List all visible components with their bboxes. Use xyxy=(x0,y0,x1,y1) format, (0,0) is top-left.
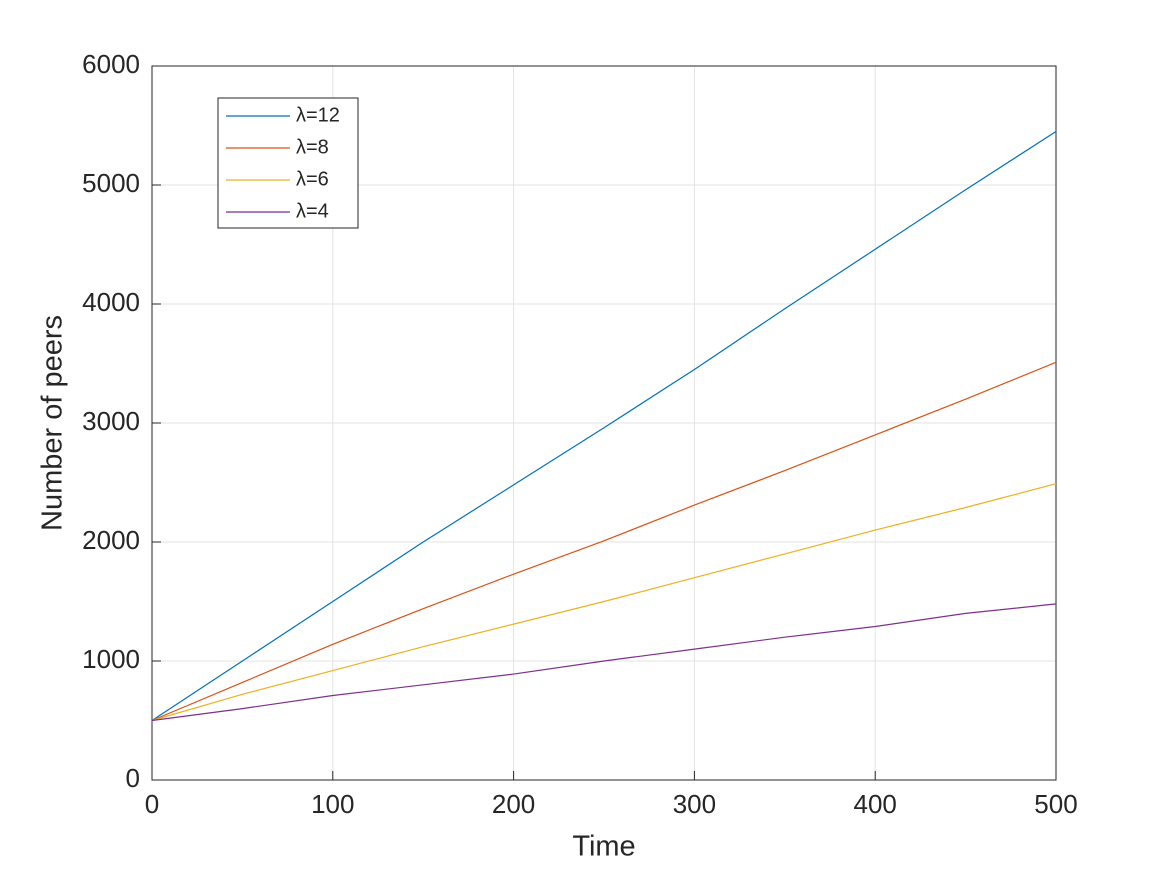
legend-label: λ=6 xyxy=(296,168,329,190)
series-line xyxy=(151,130,1057,722)
axes-box xyxy=(151,65,1057,781)
y-tick-label: 2000 xyxy=(82,525,140,555)
y-tick-label: 6000 xyxy=(82,49,140,79)
y-tick-label: 3000 xyxy=(82,406,140,436)
y-axis-label: Number of peers xyxy=(37,315,69,531)
y-tick-label: 1000 xyxy=(82,644,140,674)
series-line xyxy=(151,483,1057,722)
x-tick-label: 400 xyxy=(854,789,897,819)
series-line xyxy=(151,361,1057,722)
x-tick-label: 300 xyxy=(673,789,716,819)
legend-label: λ=4 xyxy=(296,200,329,222)
series-line xyxy=(151,603,1057,722)
x-tick-label: 200 xyxy=(492,789,535,819)
y-tick-label: 0 xyxy=(126,763,140,793)
legend-label: λ=8 xyxy=(296,136,329,158)
x-axis-label: Time xyxy=(572,831,635,863)
y-tick-label: 5000 xyxy=(82,168,140,198)
y-tick-label: 4000 xyxy=(82,287,140,317)
x-tick-label: 100 xyxy=(311,789,354,819)
legend-label: λ=12 xyxy=(296,104,340,126)
x-tick-label: 0 xyxy=(145,789,159,819)
x-tick-label: 500 xyxy=(1034,789,1077,819)
legend-box xyxy=(217,97,359,229)
